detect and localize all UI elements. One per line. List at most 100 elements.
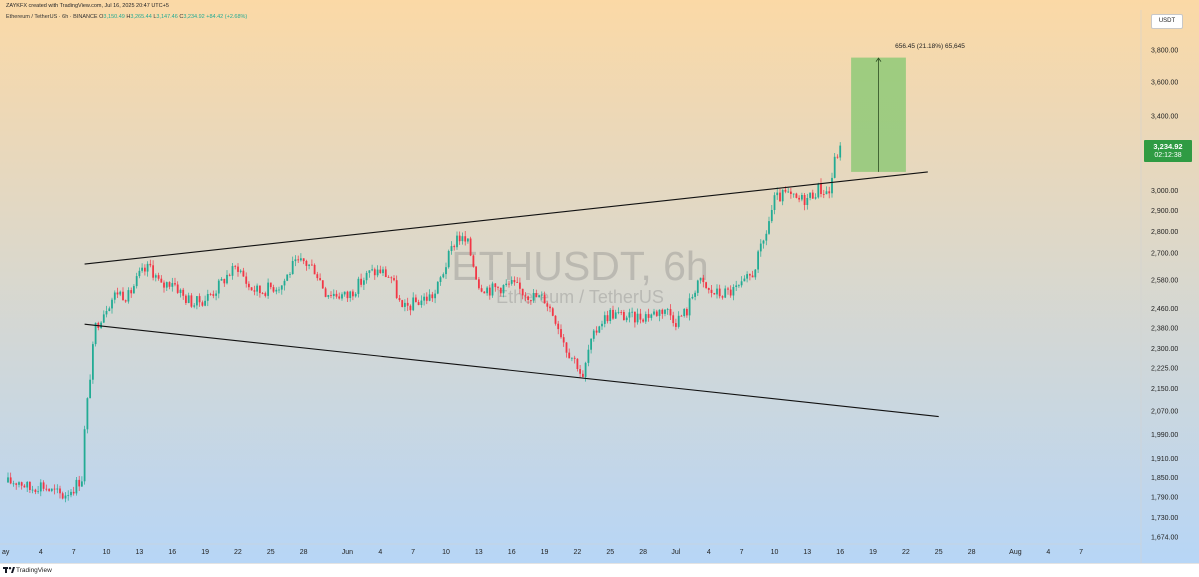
candle [694, 290, 696, 301]
candle [127, 287, 130, 304]
candle [576, 358, 579, 372]
candle-body [37, 491, 39, 493]
candles [7, 142, 842, 503]
candle [434, 289, 436, 304]
candle-body [554, 315, 557, 324]
candle-body [116, 292, 119, 295]
candle [458, 231, 461, 245]
candle [354, 292, 357, 298]
candle [368, 270, 371, 278]
time-tick-23: 10 [771, 549, 779, 556]
candle [749, 273, 751, 281]
candle [642, 318, 644, 323]
candle [461, 232, 464, 245]
price-tick-11: 2,225.00 [1151, 366, 1178, 373]
candle [313, 263, 316, 275]
candle-body [516, 282, 519, 283]
candle [820, 178, 822, 198]
candle [190, 293, 193, 308]
candle [718, 284, 721, 299]
candle [795, 192, 798, 199]
projection-box[interactable] [851, 57, 906, 172]
candle [220, 277, 223, 281]
candle [836, 154, 839, 159]
candle [519, 277, 521, 294]
candle [508, 280, 510, 288]
candle [757, 249, 759, 273]
candle-body [675, 323, 677, 327]
candle [806, 193, 809, 210]
candle-body [376, 269, 379, 276]
candle-body [650, 314, 653, 318]
currency-button[interactable]: USDT [1151, 14, 1183, 29]
candle-body [606, 315, 609, 322]
candle-body [447, 251, 450, 268]
candle [456, 231, 458, 250]
candle-body [634, 311, 636, 323]
candle-body [395, 280, 398, 298]
candle [102, 310, 105, 324]
candle-body [176, 284, 179, 293]
candle [217, 278, 220, 299]
candle [480, 284, 483, 293]
candle [696, 279, 699, 296]
candle-body [209, 294, 212, 295]
candle [154, 273, 157, 282]
candle-body [439, 277, 442, 282]
candle [343, 291, 346, 297]
candle [428, 289, 431, 302]
candle [384, 266, 387, 278]
candle [357, 276, 360, 298]
candle-body [669, 309, 672, 316]
candle [623, 309, 625, 321]
candle-body [190, 295, 193, 307]
ohlc-c-label: C [179, 14, 184, 20]
candle-body [300, 258, 302, 261]
candle-body [278, 289, 280, 291]
trendlines[interactable] [84, 171, 939, 418]
candle [590, 338, 592, 354]
candle [601, 320, 603, 330]
candle [174, 277, 176, 287]
candle [165, 281, 168, 291]
tradingview-logo-icon [3, 567, 15, 573]
price-tick-10: 2,300.00 [1151, 346, 1178, 353]
candle [360, 273, 362, 288]
candle [141, 263, 143, 273]
candle [809, 192, 811, 201]
trendline-lower[interactable] [84, 323, 939, 418]
candle [113, 290, 116, 304]
candle [302, 258, 305, 265]
candle-body [461, 236, 464, 242]
candle [568, 348, 571, 359]
candle [239, 269, 242, 274]
candle-body [201, 302, 204, 306]
candle [516, 277, 519, 283]
trendline-upper[interactable] [84, 171, 928, 265]
candle [571, 357, 573, 362]
candle [527, 295, 529, 304]
candle-body [360, 278, 362, 285]
candle [650, 313, 653, 321]
candle-body [330, 295, 332, 296]
measure-label: 656.45 (21.18%) 65,645 [895, 43, 965, 50]
candle-body [363, 280, 365, 285]
price-axis[interactable]: 3,800.00 3,600.00 3,400.00 3,000.00 2,900.00… [1151, 48, 1178, 542]
candle [790, 187, 792, 199]
candle-body [316, 274, 319, 279]
footer-brand[interactable]: TradingView [16, 567, 52, 574]
candle-body [179, 289, 182, 293]
candle-body [803, 195, 806, 205]
candle-body [614, 312, 617, 319]
ohlc-l-label: L [153, 14, 157, 20]
candle-body [390, 277, 393, 279]
time-axis[interactable]: ay 4 7 10 13 16 19 22 25 28 Jun 4 7 10 13 16 19 22 25 28 Jul… [2, 549, 1083, 556]
candle [628, 308, 631, 323]
candle [740, 276, 743, 288]
candle [617, 307, 620, 315]
candle [436, 281, 439, 295]
candle [439, 275, 442, 286]
candle-body [828, 191, 831, 194]
